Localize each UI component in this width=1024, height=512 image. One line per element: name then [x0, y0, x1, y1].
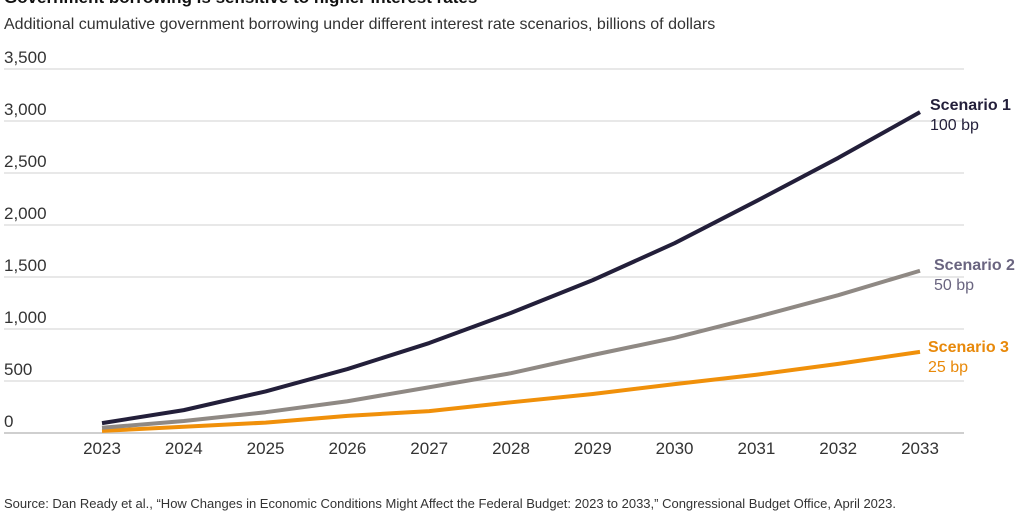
source-note: Source: Dan Ready et al., “How Changes i…: [4, 496, 896, 511]
series-label: Scenario 2: [934, 257, 1015, 274]
series-sublabel: 100 bp: [930, 117, 979, 134]
chart-subtitle: Additional cumulative government borrowi…: [4, 16, 716, 33]
y-tick-label: 3,000: [4, 100, 47, 119]
x-tick-label: 2026: [328, 439, 366, 458]
chart-title: Government borrowing is sensitive to hig…: [4, 0, 477, 8]
x-tick-label: 2030: [656, 439, 694, 458]
x-tick-label: 2027: [410, 439, 448, 458]
y-tick-label: 500: [4, 360, 32, 379]
y-tick-label: 1,500: [4, 256, 47, 275]
series-label: Scenario 1: [930, 97, 1011, 114]
x-tick-label: 2031: [737, 439, 775, 458]
series-line-scenario-3: [101, 349, 921, 433]
x-tick-label: 2023: [83, 439, 121, 458]
x-tick-label: 2033: [901, 439, 939, 458]
y-tick-label: 2,500: [4, 152, 47, 171]
x-tick-label: 2024: [165, 439, 203, 458]
x-tick-label: 2032: [819, 439, 857, 458]
x-tick-label: 2029: [574, 439, 612, 458]
y-tick-label: 2,000: [4, 204, 47, 223]
y-tick-label: 3,500: [4, 48, 47, 67]
y-tick-label: 0: [4, 412, 13, 431]
series-line-scenario-1: [101, 110, 921, 426]
series-sublabel: 25 bp: [928, 359, 968, 376]
x-tick-label: 2028: [492, 439, 530, 458]
series-label: Scenario 3: [928, 339, 1009, 356]
y-tick-label: 1,000: [4, 308, 47, 327]
series-line-scenario-2: [101, 268, 921, 430]
series-sublabel: 50 bp: [934, 277, 974, 294]
x-tick-label: 2025: [247, 439, 285, 458]
